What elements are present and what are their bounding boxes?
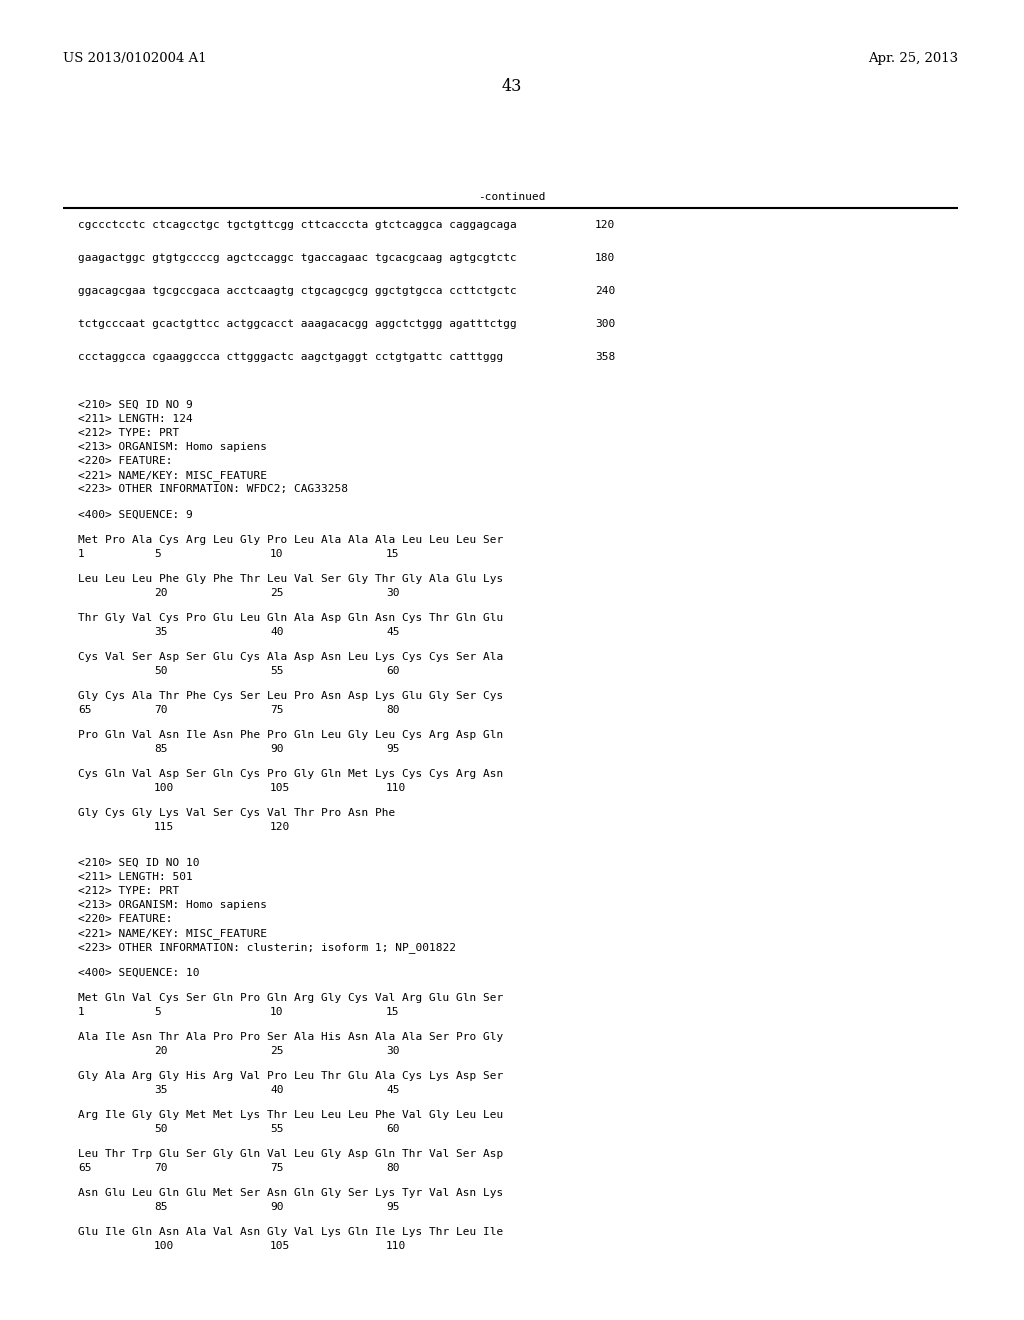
Text: 85: 85 bbox=[154, 744, 168, 754]
Text: 55: 55 bbox=[270, 1125, 284, 1134]
Text: 10: 10 bbox=[270, 549, 284, 558]
Text: 15: 15 bbox=[386, 549, 399, 558]
Text: 80: 80 bbox=[386, 705, 399, 715]
Text: Arg Ile Gly Gly Met Met Lys Thr Leu Leu Leu Phe Val Gly Leu Leu: Arg Ile Gly Gly Met Met Lys Thr Leu Leu … bbox=[78, 1110, 503, 1119]
Text: <211> LENGTH: 124: <211> LENGTH: 124 bbox=[78, 414, 193, 424]
Text: ggacagcgaa tgcgccgaca acctcaagtg ctgcagcgcg ggctgtgcca ccttctgctc: ggacagcgaa tgcgccgaca acctcaagtg ctgcagc… bbox=[78, 286, 517, 296]
Text: 300: 300 bbox=[595, 319, 615, 329]
Text: 40: 40 bbox=[270, 627, 284, 638]
Text: 65: 65 bbox=[78, 705, 91, 715]
Text: 5: 5 bbox=[154, 1007, 161, 1016]
Text: <400> SEQUENCE: 9: <400> SEQUENCE: 9 bbox=[78, 510, 193, 520]
Text: 35: 35 bbox=[154, 1085, 168, 1096]
Text: -continued: -continued bbox=[478, 191, 546, 202]
Text: 50: 50 bbox=[154, 667, 168, 676]
Text: 25: 25 bbox=[270, 1045, 284, 1056]
Text: 70: 70 bbox=[154, 1163, 168, 1173]
Text: 30: 30 bbox=[386, 587, 399, 598]
Text: 45: 45 bbox=[386, 1085, 399, 1096]
Text: 90: 90 bbox=[270, 744, 284, 754]
Text: Met Pro Ala Cys Arg Leu Gly Pro Leu Ala Ala Ala Leu Leu Leu Ser: Met Pro Ala Cys Arg Leu Gly Pro Leu Ala … bbox=[78, 535, 503, 545]
Text: 10: 10 bbox=[270, 1007, 284, 1016]
Text: <400> SEQUENCE: 10: <400> SEQUENCE: 10 bbox=[78, 968, 200, 978]
Text: 120: 120 bbox=[595, 220, 615, 230]
Text: 90: 90 bbox=[270, 1203, 284, 1212]
Text: <210> SEQ ID NO 9: <210> SEQ ID NO 9 bbox=[78, 400, 193, 411]
Text: Cys Val Ser Asp Ser Glu Cys Ala Asp Asn Leu Lys Cys Cys Ser Ala: Cys Val Ser Asp Ser Glu Cys Ala Asp Asn … bbox=[78, 652, 503, 663]
Text: Met Gln Val Cys Ser Gln Pro Gln Arg Gly Cys Val Arg Glu Gln Ser: Met Gln Val Cys Ser Gln Pro Gln Arg Gly … bbox=[78, 993, 503, 1003]
Text: 40: 40 bbox=[270, 1085, 284, 1096]
Text: ccctaggcca cgaaggccca cttgggactc aagctgaggt cctgtgattc catttggg: ccctaggcca cgaaggccca cttgggactc aagctga… bbox=[78, 352, 503, 362]
Text: Gly Cys Gly Lys Val Ser Cys Val Thr Pro Asn Phe: Gly Cys Gly Lys Val Ser Cys Val Thr Pro … bbox=[78, 808, 395, 818]
Text: <211> LENGTH: 501: <211> LENGTH: 501 bbox=[78, 873, 193, 882]
Text: <212> TYPE: PRT: <212> TYPE: PRT bbox=[78, 428, 179, 438]
Text: <223> OTHER INFORMATION: WFDC2; CAG33258: <223> OTHER INFORMATION: WFDC2; CAG33258 bbox=[78, 484, 348, 494]
Text: Cys Gln Val Asp Ser Gln Cys Pro Gly Gln Met Lys Cys Cys Arg Asn: Cys Gln Val Asp Ser Gln Cys Pro Gly Gln … bbox=[78, 770, 503, 779]
Text: <213> ORGANISM: Homo sapiens: <213> ORGANISM: Homo sapiens bbox=[78, 442, 267, 451]
Text: <210> SEQ ID NO 10: <210> SEQ ID NO 10 bbox=[78, 858, 200, 869]
Text: <220> FEATURE:: <220> FEATURE: bbox=[78, 913, 172, 924]
Text: Gly Ala Arg Gly His Arg Val Pro Leu Thr Glu Ala Cys Lys Asp Ser: Gly Ala Arg Gly His Arg Val Pro Leu Thr … bbox=[78, 1071, 503, 1081]
Text: Gly Cys Ala Thr Phe Cys Ser Leu Pro Asn Asp Lys Glu Gly Ser Cys: Gly Cys Ala Thr Phe Cys Ser Leu Pro Asn … bbox=[78, 690, 503, 701]
Text: US 2013/0102004 A1: US 2013/0102004 A1 bbox=[63, 51, 207, 65]
Text: 105: 105 bbox=[270, 783, 290, 793]
Text: Leu Leu Leu Phe Gly Phe Thr Leu Val Ser Gly Thr Gly Ala Glu Lys: Leu Leu Leu Phe Gly Phe Thr Leu Val Ser … bbox=[78, 574, 503, 583]
Text: gaagactggc gtgtgccccg agctccaggc tgaccagaac tgcacgcaag agtgcgtctc: gaagactggc gtgtgccccg agctccaggc tgaccag… bbox=[78, 253, 517, 263]
Text: Pro Gln Val Asn Ile Asn Phe Pro Gln Leu Gly Leu Cys Arg Asp Gln: Pro Gln Val Asn Ile Asn Phe Pro Gln Leu … bbox=[78, 730, 503, 741]
Text: 50: 50 bbox=[154, 1125, 168, 1134]
Text: 85: 85 bbox=[154, 1203, 168, 1212]
Text: 1: 1 bbox=[78, 549, 85, 558]
Text: 358: 358 bbox=[595, 352, 615, 362]
Text: 25: 25 bbox=[270, 587, 284, 598]
Text: 80: 80 bbox=[386, 1163, 399, 1173]
Text: 45: 45 bbox=[386, 627, 399, 638]
Text: 100: 100 bbox=[154, 783, 174, 793]
Text: 70: 70 bbox=[154, 705, 168, 715]
Text: Apr. 25, 2013: Apr. 25, 2013 bbox=[868, 51, 958, 65]
Text: 75: 75 bbox=[270, 705, 284, 715]
Text: 115: 115 bbox=[154, 822, 174, 832]
Text: Ala Ile Asn Thr Ala Pro Pro Ser Ala His Asn Ala Ala Ser Pro Gly: Ala Ile Asn Thr Ala Pro Pro Ser Ala His … bbox=[78, 1032, 503, 1041]
Text: 180: 180 bbox=[595, 253, 615, 263]
Text: 240: 240 bbox=[595, 286, 615, 296]
Text: cgccctcctc ctcagcctgc tgctgttcgg cttcacccta gtctcaggca caggagcaga: cgccctcctc ctcagcctgc tgctgttcgg cttcacc… bbox=[78, 220, 517, 230]
Text: 95: 95 bbox=[386, 1203, 399, 1212]
Text: 60: 60 bbox=[386, 667, 399, 676]
Text: 110: 110 bbox=[386, 783, 407, 793]
Text: 20: 20 bbox=[154, 587, 168, 598]
Text: tctgcccaat gcactgttcc actggcacct aaagacacgg aggctctggg agatttctgg: tctgcccaat gcactgttcc actggcacct aaagaca… bbox=[78, 319, 517, 329]
Text: <223> OTHER INFORMATION: clusterin; isoform 1; NP_001822: <223> OTHER INFORMATION: clusterin; isof… bbox=[78, 942, 456, 953]
Text: 43: 43 bbox=[502, 78, 522, 95]
Text: Thr Gly Val Cys Pro Glu Leu Gln Ala Asp Gln Asn Cys Thr Gln Glu: Thr Gly Val Cys Pro Glu Leu Gln Ala Asp … bbox=[78, 612, 503, 623]
Text: 55: 55 bbox=[270, 667, 284, 676]
Text: 65: 65 bbox=[78, 1163, 91, 1173]
Text: 15: 15 bbox=[386, 1007, 399, 1016]
Text: <212> TYPE: PRT: <212> TYPE: PRT bbox=[78, 886, 179, 896]
Text: 30: 30 bbox=[386, 1045, 399, 1056]
Text: <220> FEATURE:: <220> FEATURE: bbox=[78, 455, 172, 466]
Text: 100: 100 bbox=[154, 1241, 174, 1251]
Text: 105: 105 bbox=[270, 1241, 290, 1251]
Text: 20: 20 bbox=[154, 1045, 168, 1056]
Text: 1: 1 bbox=[78, 1007, 85, 1016]
Text: <221> NAME/KEY: MISC_FEATURE: <221> NAME/KEY: MISC_FEATURE bbox=[78, 928, 267, 939]
Text: Asn Glu Leu Gln Glu Met Ser Asn Gln Gly Ser Lys Tyr Val Asn Lys: Asn Glu Leu Gln Glu Met Ser Asn Gln Gly … bbox=[78, 1188, 503, 1199]
Text: <213> ORGANISM: Homo sapiens: <213> ORGANISM: Homo sapiens bbox=[78, 900, 267, 909]
Text: 120: 120 bbox=[270, 822, 290, 832]
Text: 110: 110 bbox=[386, 1241, 407, 1251]
Text: Glu Ile Gln Asn Ala Val Asn Gly Val Lys Gln Ile Lys Thr Leu Ile: Glu Ile Gln Asn Ala Val Asn Gly Val Lys … bbox=[78, 1228, 503, 1237]
Text: Leu Thr Trp Glu Ser Gly Gln Val Leu Gly Asp Gln Thr Val Ser Asp: Leu Thr Trp Glu Ser Gly Gln Val Leu Gly … bbox=[78, 1148, 503, 1159]
Text: 35: 35 bbox=[154, 627, 168, 638]
Text: 60: 60 bbox=[386, 1125, 399, 1134]
Text: 95: 95 bbox=[386, 744, 399, 754]
Text: 5: 5 bbox=[154, 549, 161, 558]
Text: 75: 75 bbox=[270, 1163, 284, 1173]
Text: <221> NAME/KEY: MISC_FEATURE: <221> NAME/KEY: MISC_FEATURE bbox=[78, 470, 267, 480]
